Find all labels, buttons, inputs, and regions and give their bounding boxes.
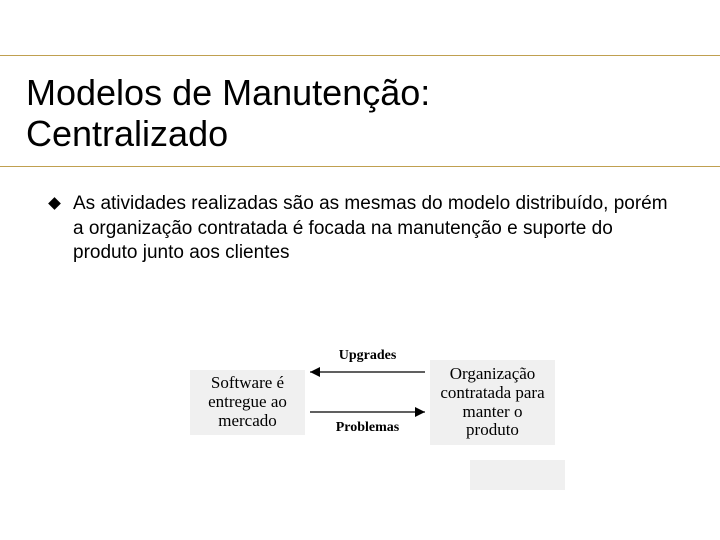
bullet-text: As atividades realizadas são as mesmas d…: [73, 192, 680, 266]
arrow-label-problemas: Problemas: [310, 420, 425, 436]
bullet-item: As atividades realizadas são as mesmas d…: [50, 192, 680, 266]
title-line-1: Modelos de Manutenção:: [26, 72, 430, 113]
decorative-box: [470, 460, 565, 490]
diagram-box-right: Organização contratada para manter o pro…: [430, 360, 555, 445]
decorative-rule-under-title: [0, 166, 720, 167]
decorative-rule-top: [0, 55, 720, 56]
flow-diagram: Upgrades Software é entregue ao mercado …: [0, 330, 720, 510]
title-line-2: Centralizado: [26, 113, 430, 154]
slide-title: Modelos de Manutenção: Centralizado: [26, 72, 430, 155]
diagram-box-left: Software é entregue ao mercado: [190, 370, 305, 435]
bullet-marker-icon: [48, 197, 61, 210]
